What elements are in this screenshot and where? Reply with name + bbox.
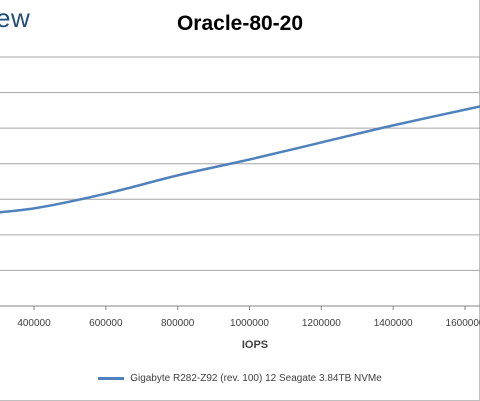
- brand-logo-fragment: ew: [0, 3, 31, 33]
- series-line-0: [0, 105, 480, 214]
- x-axis-ticks: 400000 600000 800000 1000000 1200000 1400000 1…: [17, 306, 480, 329]
- x-tick-label: 1000000: [230, 318, 269, 329]
- series-lines: [0, 105, 480, 214]
- x-tick-label: 1400000: [374, 318, 413, 329]
- x-tick-label: 800000: [161, 318, 195, 329]
- x-tick-label: 1200000: [302, 318, 341, 329]
- legend: Gigabyte R282-Z92 (rev. 100) 12 Seagate …: [0, 373, 480, 384]
- x-tick-label: 600000: [89, 318, 123, 329]
- x-axis-title: IOPS: [242, 339, 268, 351]
- legend-swatch: [98, 377, 125, 380]
- x-tick-label: 1600000: [446, 318, 480, 329]
- gridlines: [0, 56, 480, 307]
- x-tick-label: 400000: [17, 318, 51, 329]
- chart-title: Oracle-80-20: [176, 12, 304, 35]
- legend-label: Gigabyte R282-Z92 (rev. 100) 12 Seagate …: [130, 373, 382, 384]
